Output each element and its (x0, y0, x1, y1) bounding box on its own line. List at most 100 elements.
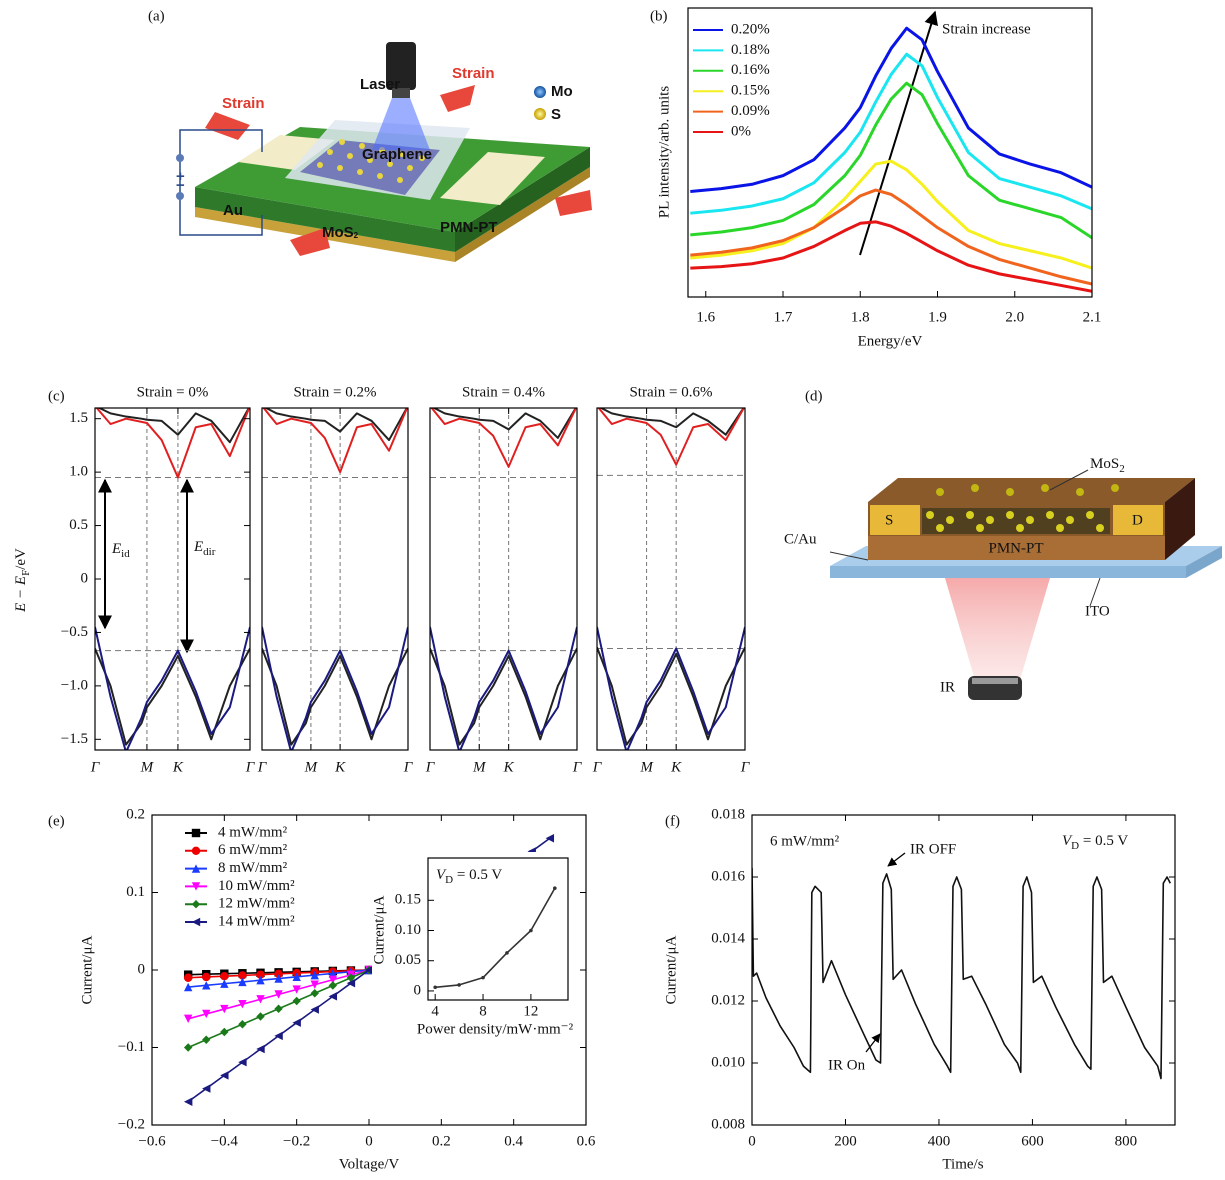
data-line (690, 52, 1092, 215)
series-group (433, 886, 557, 990)
data-line (430, 626, 577, 750)
data-point (433, 985, 437, 990)
legend-label: 6 mW/mm² (218, 842, 288, 858)
data-point (274, 990, 283, 999)
data-point (191, 900, 201, 909)
x-axis-label: Energy/eV (858, 333, 923, 349)
y-tick-label: 0.10 (395, 922, 421, 938)
data-point (220, 979, 229, 988)
data-line (430, 408, 577, 468)
y-axis-label: E − EF/eV (13, 548, 31, 613)
data-line (95, 408, 250, 479)
x-tick-label: K (670, 759, 682, 775)
x-tick-label: 1.6 (696, 309, 715, 325)
y-axis-label: Current/μA (79, 935, 95, 1004)
annotation: VD = 0.5 V (1062, 833, 1128, 851)
data-point (346, 978, 356, 988)
plot-frame (687, 7, 1093, 298)
legend-label: 0.09% (731, 103, 770, 119)
x-tick-label: 0.4 (504, 1133, 523, 1149)
data-point (191, 882, 201, 891)
data-point (505, 951, 509, 955)
data-point (191, 864, 201, 873)
data-point (256, 1012, 265, 1021)
data-point (202, 1009, 211, 1019)
x-tick-label: Γ (592, 759, 603, 775)
legend-label: 4 mW/mm² (218, 824, 288, 840)
data-point (220, 972, 229, 981)
series-group (95, 408, 250, 750)
chart-panel: Γ M K Γ Strain = 0.6% (592, 384, 751, 775)
data-line (431, 408, 577, 439)
data-point (292, 996, 301, 1006)
data-point (238, 971, 247, 980)
annotation-arrow (865, 1033, 881, 1053)
label: S (885, 512, 893, 528)
data-point (545, 834, 555, 843)
data-point (292, 972, 301, 982)
x-axis-label: Power density/mW·mm⁻² (417, 1021, 574, 1037)
legend: 4 mW/mm² 6 mW/mm² 8 mW/mm² 10 mW/mm² 12 mW/m… (185, 824, 295, 929)
label: C/Au (784, 531, 817, 547)
label: D (1132, 512, 1143, 528)
data-point (183, 1097, 193, 1106)
text-part: = 0.5 V (1079, 833, 1128, 849)
series-group (752, 867, 1172, 1080)
text-part: /eV (13, 548, 29, 570)
series-group (597, 408, 745, 750)
series-group (430, 408, 577, 750)
x-tick-label: Γ (257, 759, 268, 775)
y-tick-label: 0.012 (711, 992, 745, 1008)
panel-label: (c) (48, 388, 65, 404)
series-group (262, 408, 408, 750)
x-tick-label: Γ (403, 759, 414, 775)
x-tick-label: M (472, 759, 487, 775)
panel-label: (d) (805, 388, 823, 404)
x-tick-label: 600 (1021, 1133, 1044, 1149)
label: − (176, 177, 185, 194)
x-tick-label: 0.2 (432, 1133, 451, 1149)
x-tick-label: 1.9 (928, 309, 947, 325)
x-tick-label: 0 (365, 1133, 373, 1149)
y-tick-label: 0.15 (395, 892, 421, 908)
data-point (364, 965, 374, 975)
chart-title: Strain = 0% (137, 384, 209, 400)
annotation: 6 mW/mm² (770, 833, 840, 849)
legend-label: 0% (731, 123, 751, 139)
y-tick-label: 0.014 (711, 930, 745, 946)
x-tick-label: −0.4 (211, 1133, 239, 1149)
chart-title: Strain = 0.2% (293, 384, 376, 400)
legend-label: 14 mW/mm² (218, 913, 295, 929)
label: PMN-PT (440, 219, 498, 236)
panel-label: (f) (665, 813, 680, 829)
data-point (191, 828, 201, 838)
data-point (220, 1004, 229, 1014)
data-point (191, 846, 201, 855)
plot-frame (427, 857, 569, 1001)
y-tick-label: 0.2 (126, 806, 145, 822)
plot-frame (261, 407, 409, 751)
data-point (238, 999, 247, 1009)
data-point (274, 969, 283, 979)
x-tick-label: 2.0 (1005, 309, 1024, 325)
data-point (183, 973, 193, 982)
data-line (97, 408, 250, 444)
chart-panel: 1.6 1.7 1.8 1.9 2.0 2.1 Energy/eV PL intensity/… (656, 7, 1101, 349)
annotation: Eid (111, 541, 130, 559)
plot-frame (751, 814, 1176, 1126)
legend: 0.20% 0.18% 0.16% 0.15% 0.09% 0% (693, 21, 770, 139)
y-tick-label: 0.016 (711, 868, 745, 884)
data-line (430, 648, 577, 746)
x-tick-label: Γ (245, 759, 256, 775)
x-tick-label: 12 (523, 1003, 538, 1019)
chart-title: Strain = 0.6% (629, 384, 712, 400)
data-point (183, 982, 193, 992)
y-axis-label: PL intensity/arb. units (656, 86, 672, 219)
series-group (690, 26, 1092, 293)
data-point (553, 886, 557, 891)
chart-title: Strain = 0.4% (462, 384, 545, 400)
label-part: MoS (1090, 456, 1119, 472)
data-point (183, 1043, 193, 1052)
